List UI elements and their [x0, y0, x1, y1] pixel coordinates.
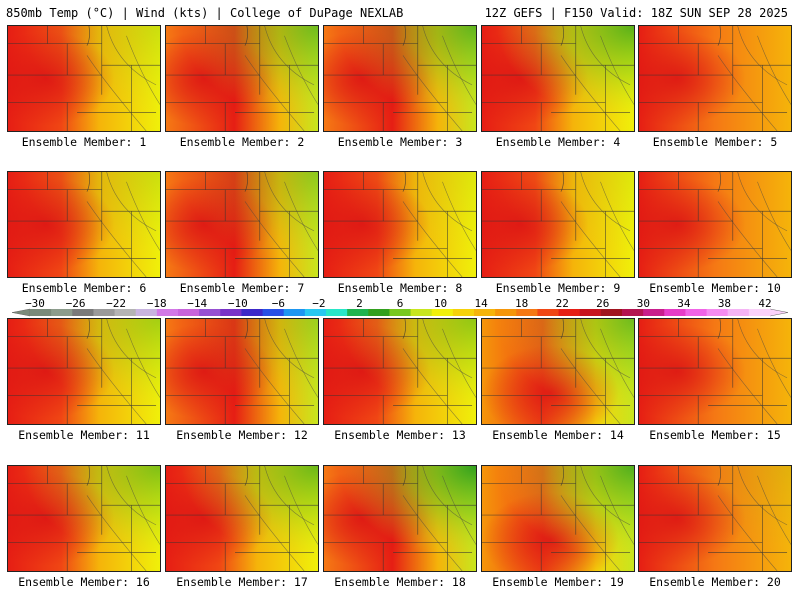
ensemble-member-label: Ensemble Member: 17 — [176, 575, 308, 589]
colorbar-segment — [474, 309, 496, 316]
colorbar-segment — [516, 309, 538, 316]
colorbar-segment — [600, 309, 623, 316]
colorbar-segment — [156, 309, 179, 316]
colorbar-segment — [135, 309, 158, 316]
colorbar-tick-label: 18 — [515, 298, 528, 310]
colorbar-segment — [431, 309, 454, 316]
ensemble-panel-13 — [323, 318, 477, 425]
ensemble-member-label: Ensemble Member: 1 — [21, 135, 147, 149]
ensemble-panel-16 — [7, 465, 161, 572]
colorbar-segment — [727, 309, 750, 316]
colorbar-tick-label: −26 — [66, 298, 86, 310]
colorbar-segment — [537, 309, 560, 316]
colorbar-tick-label: 10 — [434, 298, 447, 310]
ensemble-panel-1 — [7, 25, 161, 132]
ensemble-panel-4 — [481, 25, 635, 132]
colorbar-segment — [93, 309, 116, 316]
colorbar-segment — [199, 309, 221, 316]
ensemble-panel-15 — [638, 318, 792, 425]
ensemble-member-label: Ensemble Member: 5 — [652, 135, 778, 149]
colorbar-segment — [748, 309, 771, 316]
colorbar-segment — [30, 309, 52, 316]
colorbar-segment — [178, 309, 200, 316]
colorbar-tick-label: −14 — [187, 298, 207, 310]
valid-time-label: 12Z GEFS | F150 Valid: 18Z SUN SEP 28 20… — [484, 6, 788, 20]
colorbar-segment — [452, 309, 475, 316]
ensemble-member-label: Ensemble Member: 4 — [495, 135, 621, 149]
ensemble-panel-12 — [165, 318, 319, 425]
colorbar-segment — [262, 309, 285, 316]
ensemble-panel-11 — [7, 318, 161, 425]
colorbar-tick-label: 26 — [596, 298, 609, 310]
colorbar-segment — [283, 309, 306, 316]
colorbar-segment — [664, 309, 686, 316]
colorbar-segment — [347, 309, 369, 316]
colorbar-segment — [304, 309, 327, 316]
colorbar-segment — [410, 309, 433, 316]
colorbar-segment — [51, 309, 73, 316]
colorbar-tick-label: 34 — [677, 298, 691, 310]
ensemble-member-label: Ensemble Member: 16 — [18, 575, 150, 589]
ensemble-member-label: Ensemble Member: 9 — [495, 281, 621, 295]
ensemble-member-label: Ensemble Member: 2 — [179, 135, 305, 149]
colorbar-segment — [622, 309, 644, 316]
colorbar-segment — [706, 309, 729, 316]
colorbar-tick-label: −30 — [25, 298, 45, 310]
colorbar-tick-label: −6 — [272, 298, 285, 310]
ensemble-member-label: Ensemble Member: 3 — [337, 135, 463, 149]
ensemble-panel-8 — [323, 171, 477, 278]
ensemble-panel-14 — [481, 318, 635, 425]
ensemble-panel-5 — [638, 25, 792, 132]
colorbar-tick-label: −22 — [106, 298, 126, 310]
colorbar-tick-label: 6 — [397, 298, 404, 310]
colorbar-tick-label: −2 — [312, 298, 325, 310]
colorbar-max-arrow — [769, 308, 789, 317]
ensemble-panel-3 — [323, 25, 477, 132]
colorbar-tick-label: 38 — [718, 298, 731, 310]
colorbar-segment — [220, 309, 242, 316]
ensemble-panel-18 — [323, 465, 477, 572]
colorbar-tick-label: 14 — [474, 298, 488, 310]
colorbar-tick-label: 42 — [758, 298, 771, 310]
ensemble-member-label: Ensemble Member: 6 — [21, 281, 147, 295]
ensemble-member-label: Ensemble Member: 20 — [649, 575, 781, 589]
colorbar-tick-label: −10 — [228, 298, 248, 310]
colorbar-segment — [389, 309, 412, 316]
colorbar-segment — [114, 309, 137, 316]
ensemble-panel-9 — [481, 171, 635, 278]
ensemble-member-label: Ensemble Member: 13 — [334, 428, 466, 442]
ensemble-panel-19 — [481, 465, 635, 572]
ensemble-panel-10 — [638, 171, 792, 278]
ensemble-panel-7 — [165, 171, 319, 278]
ensemble-member-label: Ensemble Member: 15 — [649, 428, 781, 442]
colorbar-segment — [495, 309, 517, 316]
ensemble-member-label: Ensemble Member: 14 — [492, 428, 624, 442]
colorbar-segment — [326, 309, 348, 316]
ensemble-member-label: Ensemble Member: 18 — [334, 575, 466, 589]
map-title: 850mb Temp (°C) | Wind (kts) | College o… — [6, 6, 404, 20]
colorbar-tick-label: 22 — [556, 298, 569, 310]
colorbar-segment — [72, 309, 94, 316]
colorbar-segment — [643, 309, 665, 316]
colorbar-tick-label: −18 — [147, 298, 167, 310]
ensemble-member-label: Ensemble Member: 11 — [18, 428, 150, 442]
temperature-colorbar: −30 −26 −22 −18 −14 −10 −6 −2 2 6 10 14 18 22 26 30 34 38… — [11, 298, 789, 317]
ensemble-member-label: Ensemble Member: 8 — [337, 281, 463, 295]
colorbar-segment — [579, 309, 602, 316]
ensemble-member-label: Ensemble Member: 10 — [649, 281, 781, 295]
ensemble-panel-20 — [638, 465, 792, 572]
colorbar-segment — [241, 309, 264, 316]
colorbar-segment — [685, 309, 708, 316]
ensemble-member-label: Ensemble Member: 7 — [179, 281, 305, 295]
ensemble-member-label: Ensemble Member: 19 — [492, 575, 624, 589]
ensemble-member-label: Ensemble Member: 12 — [176, 428, 308, 442]
ensemble-panel-2 — [165, 25, 319, 132]
ensemble-panel-17 — [165, 465, 319, 572]
colorbar-tick-label: 2 — [356, 298, 363, 310]
colorbar-tick-label: 30 — [637, 298, 650, 310]
colorbar-min-arrow — [11, 308, 31, 317]
colorbar-segment — [368, 309, 390, 316]
ensemble-panel-6 — [7, 171, 161, 278]
colorbar-segment — [558, 309, 581, 316]
